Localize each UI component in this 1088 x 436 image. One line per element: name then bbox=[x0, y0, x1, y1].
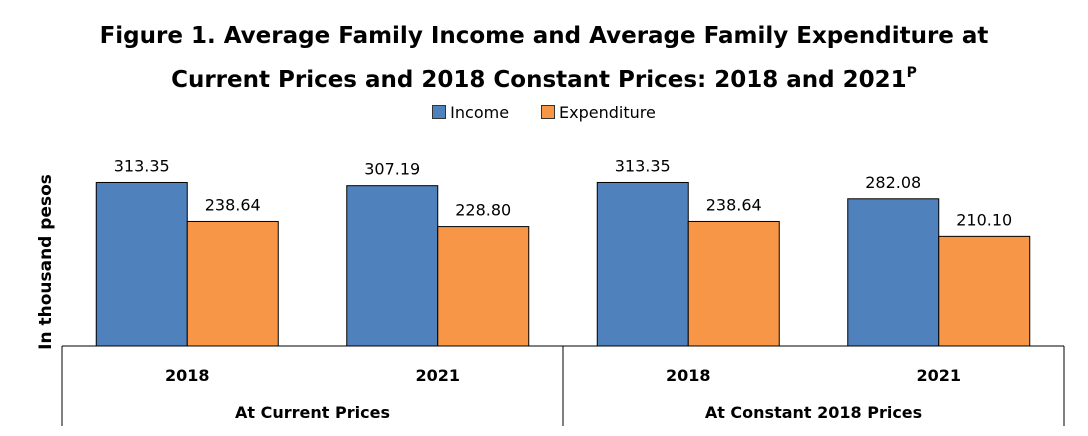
data-label-expenditure-0: 238.64 bbox=[205, 195, 261, 214]
data-label-expenditure-1: 228.80 bbox=[455, 201, 511, 220]
legend-label-income: Income bbox=[450, 102, 510, 122]
data-label-expenditure-2: 238.64 bbox=[706, 195, 762, 214]
legend-label-expenditure: Expenditure bbox=[559, 102, 656, 122]
chart-title-line-2: Current Prices and 2018 Constant Prices:… bbox=[0, 55, 1088, 99]
x-tick-label-3: 2021 bbox=[916, 366, 961, 385]
x-tick-label-0: 2018 bbox=[165, 366, 210, 385]
x-group-label-0: At Current Prices bbox=[235, 403, 390, 422]
data-label-income-2: 313.35 bbox=[615, 156, 671, 175]
bar-expenditure-2 bbox=[687, 220, 780, 347]
bar-expenditure-1 bbox=[437, 226, 530, 347]
preliminary-marker: P bbox=[906, 65, 917, 81]
bar-income-1 bbox=[346, 185, 439, 347]
x-tick-label-2: 2018 bbox=[666, 366, 711, 385]
bar-expenditure-0 bbox=[186, 220, 279, 347]
legend-swatch-income bbox=[432, 105, 447, 119]
x-group-label-1: At Constant 2018 Prices bbox=[705, 403, 922, 422]
chart-title: Figure 1. Average Family Income and Aver… bbox=[0, 18, 1088, 99]
data-label-income-3: 282.08 bbox=[865, 173, 921, 192]
chart-legend: Income Expenditure bbox=[0, 100, 1088, 124]
x-tick-label-1: 2021 bbox=[415, 366, 460, 385]
legend-item-income: Income bbox=[432, 100, 509, 124]
y-axis-label: In thousand pesos bbox=[36, 174, 56, 350]
chart-title-line-2-text: Current Prices and 2018 Constant Prices:… bbox=[171, 67, 907, 93]
legend-item-expenditure: Expenditure bbox=[541, 100, 656, 124]
bar-income-2 bbox=[596, 181, 689, 347]
data-label-income-1: 307.19 bbox=[364, 160, 420, 179]
data-label-expenditure-3: 210.10 bbox=[956, 210, 1012, 229]
data-label-income-0: 313.35 bbox=[114, 156, 170, 175]
legend-swatch-expenditure bbox=[541, 105, 556, 119]
chart-title-line-1: Figure 1. Average Family Income and Aver… bbox=[99, 23, 989, 49]
bar-income-0 bbox=[95, 181, 188, 347]
bar-income-3 bbox=[847, 198, 940, 347]
bar-expenditure-3 bbox=[938, 235, 1031, 347]
